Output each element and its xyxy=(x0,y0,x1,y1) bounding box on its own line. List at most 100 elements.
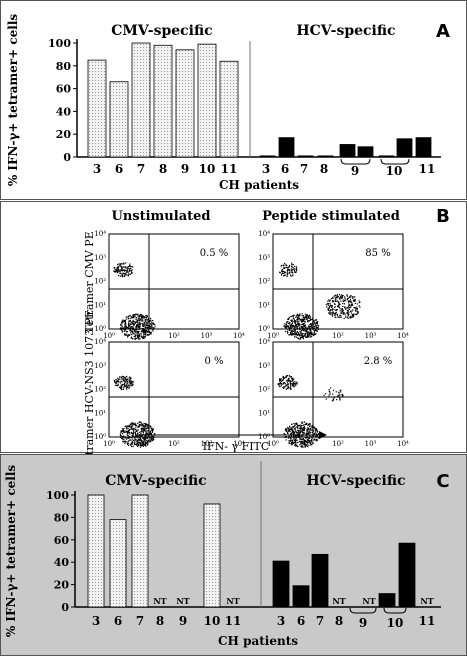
event-dot xyxy=(355,310,357,312)
event-dot xyxy=(304,334,306,336)
event-dot xyxy=(284,382,286,384)
event-dot xyxy=(293,318,295,320)
event-dot xyxy=(292,330,294,332)
event-dot xyxy=(348,311,350,313)
event-dot xyxy=(148,317,150,319)
event-dot xyxy=(148,432,150,434)
event-dot xyxy=(351,303,353,305)
event-dot xyxy=(350,295,352,297)
event-dot xyxy=(150,331,152,333)
event-dot xyxy=(308,428,310,431)
event-dot xyxy=(354,307,356,309)
event-dot xyxy=(285,436,287,438)
event-dot xyxy=(291,266,293,268)
event-dot xyxy=(316,322,318,324)
event-dot xyxy=(142,330,144,333)
event-dot xyxy=(119,433,122,435)
event-dot xyxy=(144,318,146,321)
event-dot xyxy=(138,437,140,439)
event-dot xyxy=(342,295,344,297)
event-dot xyxy=(347,313,350,315)
event-dot xyxy=(291,263,293,266)
event-dot xyxy=(142,325,144,327)
y-tick-label: 10³ xyxy=(94,362,106,370)
event-dot xyxy=(139,315,141,317)
event-dot xyxy=(124,378,127,380)
event-dot xyxy=(292,324,294,326)
event-dot xyxy=(311,318,313,321)
event-dot xyxy=(289,436,291,438)
event-dot xyxy=(130,378,132,380)
event-dot xyxy=(287,331,289,334)
event-dot xyxy=(284,429,287,431)
event-dot xyxy=(286,322,288,324)
event-dot xyxy=(146,432,148,434)
event-dot xyxy=(148,427,150,429)
event-dot xyxy=(302,320,304,322)
event-dot xyxy=(289,381,291,383)
event-dot xyxy=(124,334,127,336)
event-dot xyxy=(302,429,304,431)
event-dot xyxy=(283,382,285,384)
event-dot xyxy=(308,428,310,430)
event-dot xyxy=(339,308,341,310)
event-dot xyxy=(290,376,292,378)
event-dot xyxy=(140,422,143,424)
y-tick-label: 10⁰ xyxy=(94,325,106,333)
event-dot xyxy=(149,332,151,334)
event-dot xyxy=(288,380,290,382)
event-dot xyxy=(354,309,357,311)
event-dot xyxy=(285,327,287,329)
event-dot xyxy=(352,297,354,299)
event-dot xyxy=(131,334,133,336)
event-dot xyxy=(308,334,310,336)
event-dot xyxy=(124,319,126,322)
event-dot xyxy=(346,299,348,301)
event-dot xyxy=(357,312,359,315)
event-dot xyxy=(306,315,308,317)
event-dot xyxy=(304,334,307,336)
event-dot xyxy=(120,384,122,386)
event-dot xyxy=(145,316,148,319)
event-dot xyxy=(149,430,151,433)
event-dot xyxy=(120,272,122,275)
event-dot xyxy=(286,266,288,269)
event-dot xyxy=(283,274,286,277)
event-dot xyxy=(125,266,127,268)
event-dot xyxy=(128,384,131,386)
event-dot xyxy=(113,266,115,269)
event-dot xyxy=(288,327,290,329)
event-dot xyxy=(282,386,284,389)
event-dot xyxy=(305,315,307,318)
category-label: 7 xyxy=(136,614,144,628)
event-dot xyxy=(138,317,140,319)
event-dot xyxy=(293,378,295,380)
event-dot xyxy=(291,378,293,380)
event-dot xyxy=(139,437,141,439)
event-dot xyxy=(140,427,142,429)
event-dot xyxy=(287,268,289,271)
event-dot xyxy=(122,319,124,321)
event-dot xyxy=(336,313,339,315)
event-dot xyxy=(308,326,310,328)
event-dot xyxy=(290,428,293,430)
event-dot xyxy=(309,424,311,426)
event-dot xyxy=(124,437,126,439)
event-dot xyxy=(344,299,347,301)
event-dot xyxy=(304,330,307,332)
event-dot xyxy=(278,385,280,387)
event-dot xyxy=(287,387,289,389)
event-dot xyxy=(289,425,291,427)
event-dot xyxy=(134,321,136,323)
event-dot xyxy=(286,274,288,276)
event-dot xyxy=(307,428,309,430)
event-dot xyxy=(130,382,132,385)
event-dot xyxy=(131,422,133,424)
event-dot xyxy=(143,439,145,441)
category-label: 11 xyxy=(419,614,436,628)
event-dot xyxy=(287,320,289,323)
event-dot xyxy=(125,425,127,427)
event-dot xyxy=(287,384,289,386)
event-dot xyxy=(151,431,154,433)
event-dot xyxy=(145,326,147,328)
